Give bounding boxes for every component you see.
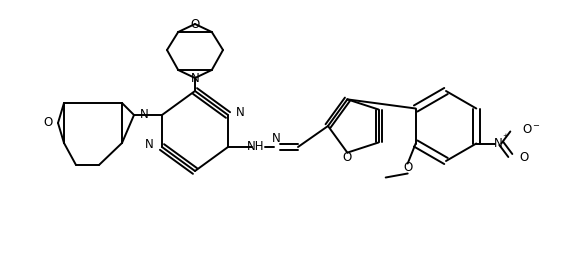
Text: O: O [519, 151, 528, 164]
Text: O: O [190, 18, 199, 30]
Text: O: O [343, 151, 352, 164]
Text: +: + [502, 133, 508, 139]
Text: N: N [494, 137, 503, 150]
Text: O$^-$: O$^-$ [523, 123, 542, 136]
Text: O: O [403, 161, 412, 174]
Text: N: N [272, 132, 280, 144]
Text: N: N [145, 138, 154, 152]
Text: N: N [191, 72, 199, 84]
Text: N: N [236, 107, 244, 119]
Text: O: O [44, 116, 53, 130]
Text: NH: NH [247, 141, 265, 153]
Text: N: N [140, 109, 149, 121]
